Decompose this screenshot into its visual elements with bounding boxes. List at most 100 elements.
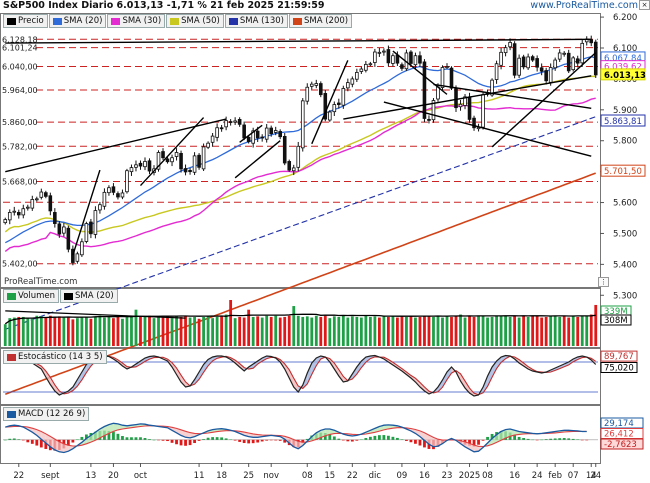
- macd-fill: [86, 435, 91, 444]
- candle-body: [494, 63, 499, 80]
- value-tag-label: 6.013,13: [604, 71, 646, 81]
- trend-line: [239, 124, 263, 143]
- macd-histogram-bar: [283, 439, 287, 443]
- macd-histogram-bar: [576, 439, 580, 440]
- volume-bar: [441, 317, 444, 346]
- stochastic-fill: [460, 373, 466, 388]
- macd-histogram-bar: [39, 439, 43, 448]
- macd-line: [5, 422, 587, 454]
- legend-volume[interactable]: Volumen: [3, 289, 60, 303]
- stochastic-fill: [45, 370, 51, 385]
- value-tag-label: -2,7623: [604, 440, 637, 450]
- macd-histogram-bar: [35, 439, 39, 446]
- volume-trend-line: [5, 310, 186, 319]
- macd-fill: [108, 423, 114, 434]
- candle-body: [156, 152, 161, 170]
- macd-histogram-bar: [116, 433, 120, 440]
- stochastic-fill: [307, 363, 312, 384]
- volume-bar: [242, 317, 246, 346]
- volume-bar: [98, 315, 102, 346]
- legend-sma50[interactable]: SMA (50): [166, 14, 224, 28]
- candle-body: [57, 223, 62, 235]
- volume-bar: [125, 316, 129, 346]
- candle-body: [251, 130, 255, 144]
- candle-body: [138, 162, 143, 167]
- volume-bar: [179, 316, 183, 346]
- candle-body: [264, 127, 269, 140]
- legend-sma130[interactable]: SMA (130): [224, 14, 288, 28]
- macd-histogram-bar: [481, 439, 485, 441]
- legend-macd[interactable]: MACD (12 26 9): [3, 407, 90, 421]
- candle-body: [210, 135, 215, 143]
- candle-body: [593, 41, 598, 76]
- legend-price[interactable]: Precio: [3, 14, 48, 28]
- stochastic-fill: [203, 359, 209, 373]
- volume-bar: [522, 315, 526, 346]
- trend-line: [139, 117, 205, 187]
- stochastic-fill: [289, 369, 294, 387]
- candle-body: [201, 146, 206, 170]
- macd-fill: [54, 439, 60, 452]
- stochastic-fill: [496, 357, 502, 369]
- candle-body: [165, 158, 170, 163]
- candle-body: [93, 210, 98, 235]
- volume-bar: [269, 316, 273, 346]
- volume-bar: [8, 318, 12, 346]
- trend-line: [392, 50, 448, 95]
- macd-histogram-bar: [522, 438, 526, 440]
- volume-bar: [89, 318, 93, 346]
- volume-bar: [504, 315, 507, 346]
- macd-histogram-bar: [134, 437, 138, 440]
- candle-body: [282, 135, 287, 164]
- y-tick-label: 5.500: [613, 229, 637, 239]
- volume-bar: [161, 317, 165, 346]
- x-tick-label: 18: [216, 471, 227, 481]
- legend-stochastic[interactable]: Estocástico (14 3 5): [3, 350, 107, 364]
- volume-bar: [94, 316, 97, 346]
- macd-fill: [465, 441, 470, 450]
- stochastic-fill: [293, 378, 299, 392]
- legend-sma20[interactable]: SMA (20): [48, 14, 107, 28]
- brand-label[interactable]: www.ProRealTime.com: [530, 0, 638, 11]
- y-tick-label: 6.200: [613, 13, 637, 23]
- macd-histogram-bar: [274, 439, 278, 441]
- macd-signal-line: [5, 425, 587, 448]
- legend-volume-sma[interactable]: SMA (20): [60, 289, 118, 303]
- stochastic-fill: [257, 358, 263, 364]
- macd-histogram-bar: [139, 437, 142, 440]
- volume-bar: [594, 304, 598, 346]
- candle-body: [44, 192, 48, 197]
- x-tick-label: 13: [85, 471, 96, 481]
- macd-fill: [298, 441, 303, 449]
- macd-fill: [501, 429, 506, 441]
- level-label-bg: [1, 85, 35, 95]
- legend-sma30[interactable]: SMA (30): [107, 14, 166, 28]
- macd-histogram-bar: [202, 439, 205, 440]
- x-tick-label: 09: [397, 471, 408, 481]
- volume-bar: [472, 316, 476, 346]
- volume-bar: [26, 318, 30, 346]
- sma20-swatch-icon: [52, 17, 62, 25]
- volume-bar: [513, 316, 517, 346]
- candle-body: [188, 169, 192, 173]
- x-tick-label: dic: [369, 471, 382, 481]
- window-close-icon[interactable]: ×: [639, 0, 650, 10]
- candle-body: [318, 83, 323, 96]
- trend-line: [383, 101, 592, 157]
- value-tag-label: 6.067,84: [604, 54, 642, 64]
- volume-bar: [278, 317, 282, 346]
- stochastic-fill: [465, 380, 470, 393]
- macd-histogram-bar: [21, 439, 25, 441]
- candle-body: [355, 72, 359, 80]
- panel-options-icon[interactable]: ⋮: [598, 277, 609, 287]
- volume-bar: [540, 317, 544, 346]
- stochastic-fill: [181, 375, 186, 387]
- volume-swatch-icon: [7, 292, 16, 300]
- value-tag-box: [600, 438, 644, 450]
- stochastic-fill: [176, 367, 182, 382]
- volume-bar: [531, 316, 535, 346]
- legend-sma200[interactable]: SMA (200): [288, 14, 353, 28]
- stochastic-fill: [77, 372, 82, 387]
- price-swatch-icon: [7, 17, 16, 25]
